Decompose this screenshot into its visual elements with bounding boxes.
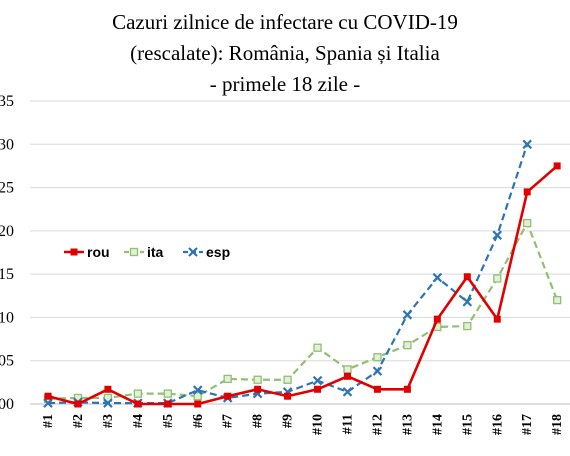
y-tick-label: 0,15 [0,266,14,283]
x-tick-label: #2 [71,414,86,428]
series-rou [44,162,561,408]
x-tick-label: #15 [460,414,475,435]
data-point-rou [224,392,232,400]
data-point-ita [373,353,382,362]
data-point-rou [373,385,381,393]
x-tick-label: #18 [550,414,565,435]
data-point-ita [403,340,412,350]
data-point-esp [402,310,413,320]
y-tick-label: 0,20 [0,223,14,240]
data-point-esp [43,398,53,408]
data-point-esp [492,230,503,240]
x-tick-label: #10 [311,414,326,435]
chart-title-line-3: - primele 18 zile - [210,72,360,96]
data-point-rou [553,162,561,170]
legend-item-ita: ita [124,244,164,260]
series-line-rou [47,164,559,406]
legend-marker-ita [129,247,139,257]
data-point-rou [254,385,262,393]
legend-label-ita: ita [147,244,164,260]
x-tick-label: #1 [41,414,56,428]
data-point-esp [103,398,113,408]
gridlines [30,100,570,405]
y-axis-ticks: 0,00 0,05 0,10 0,15 0,20 0,25 0,30 0,35 [0,93,14,413]
data-point-rou [44,392,52,400]
data-point-rou [314,385,322,393]
y-tick-label: 0,10 [0,309,14,326]
x-tick-label: #6 [191,414,206,428]
data-point-rou [403,385,411,393]
x-tick-label: #4 [131,414,146,428]
data-point-ita [493,274,502,283]
series-ita [43,218,562,403]
x-tick-label: #9 [281,414,296,428]
data-point-ita [253,375,262,384]
data-point-ita [553,295,562,305]
data-point-rou [104,385,112,393]
data-point-ita [313,343,322,352]
data-point-esp [192,385,203,395]
data-point-ita [193,392,202,401]
data-point-rou [433,315,441,323]
legend-item-esp: esp [183,244,230,260]
x-axis-ticks: #1 #2 #3 #4 #5 #6 #7 #8 #9 #10 #11 #12 #13 #14 #15 #16 #… [41,414,565,435]
data-point-ita [223,374,232,384]
data-point-rou [523,188,531,196]
data-point-rou [284,392,292,400]
chart-title: Cazuri zilnice de infectare cu COVID-19 … [112,10,458,96]
x-tick-label: #3 [101,414,116,428]
data-point-ita [283,375,292,384]
data-point-rou [134,400,142,408]
data-point-rou [493,315,501,323]
data-point-ita [343,365,352,374]
y-tick-label: 0,30 [0,136,14,153]
x-tick-label: #7 [221,414,236,428]
data-point-esp [372,366,383,376]
data-point-esp [312,375,323,386]
data-point-ita [103,393,113,403]
y-tick-label: 0,00 [0,396,14,413]
x-tick-label: #8 [251,414,266,428]
x-tick-label: #13 [400,414,415,435]
x-tick-label: #11 [341,414,356,434]
series-line-ita [47,220,559,400]
data-point-ita [523,218,532,228]
x-tick-label: #5 [161,414,176,428]
series-layer [43,139,562,408]
legend-label-esp: esp [206,244,230,260]
chart-title-line-2: (rescalate): România, Spania și Italia [130,41,440,65]
data-point-rou [74,400,82,408]
legend: rou ita esp [64,244,230,260]
data-point-rou [164,400,172,408]
x-tick-label: #12 [370,414,385,435]
x-tick-label: #16 [490,414,505,435]
x-tick-label: #17 [520,414,535,435]
data-point-ita [463,321,472,331]
data-point-ita [133,389,143,398]
y-tick-label: 0,25 [0,180,14,197]
data-point-esp [432,272,443,283]
chart-title-line-1: Cazuri zilnice de infectare cu COVID-19 [112,10,458,34]
legend-marker-esp [188,247,198,257]
data-point-esp [342,387,353,397]
legend-label-rou: rou [87,244,110,260]
legend-item-rou: rou [64,244,110,260]
data-point-rou [344,372,351,380]
data-point-rou [194,400,202,408]
data-point-esp [462,297,473,307]
data-point-rou [463,273,471,281]
legend-marker-rou [70,248,78,256]
y-tick-label: 0,05 [0,353,14,370]
data-point-esp [522,139,532,150]
x-tick-label: #14 [430,414,445,435]
y-tick-label: 0,35 [0,93,14,110]
data-point-ita [163,389,172,398]
